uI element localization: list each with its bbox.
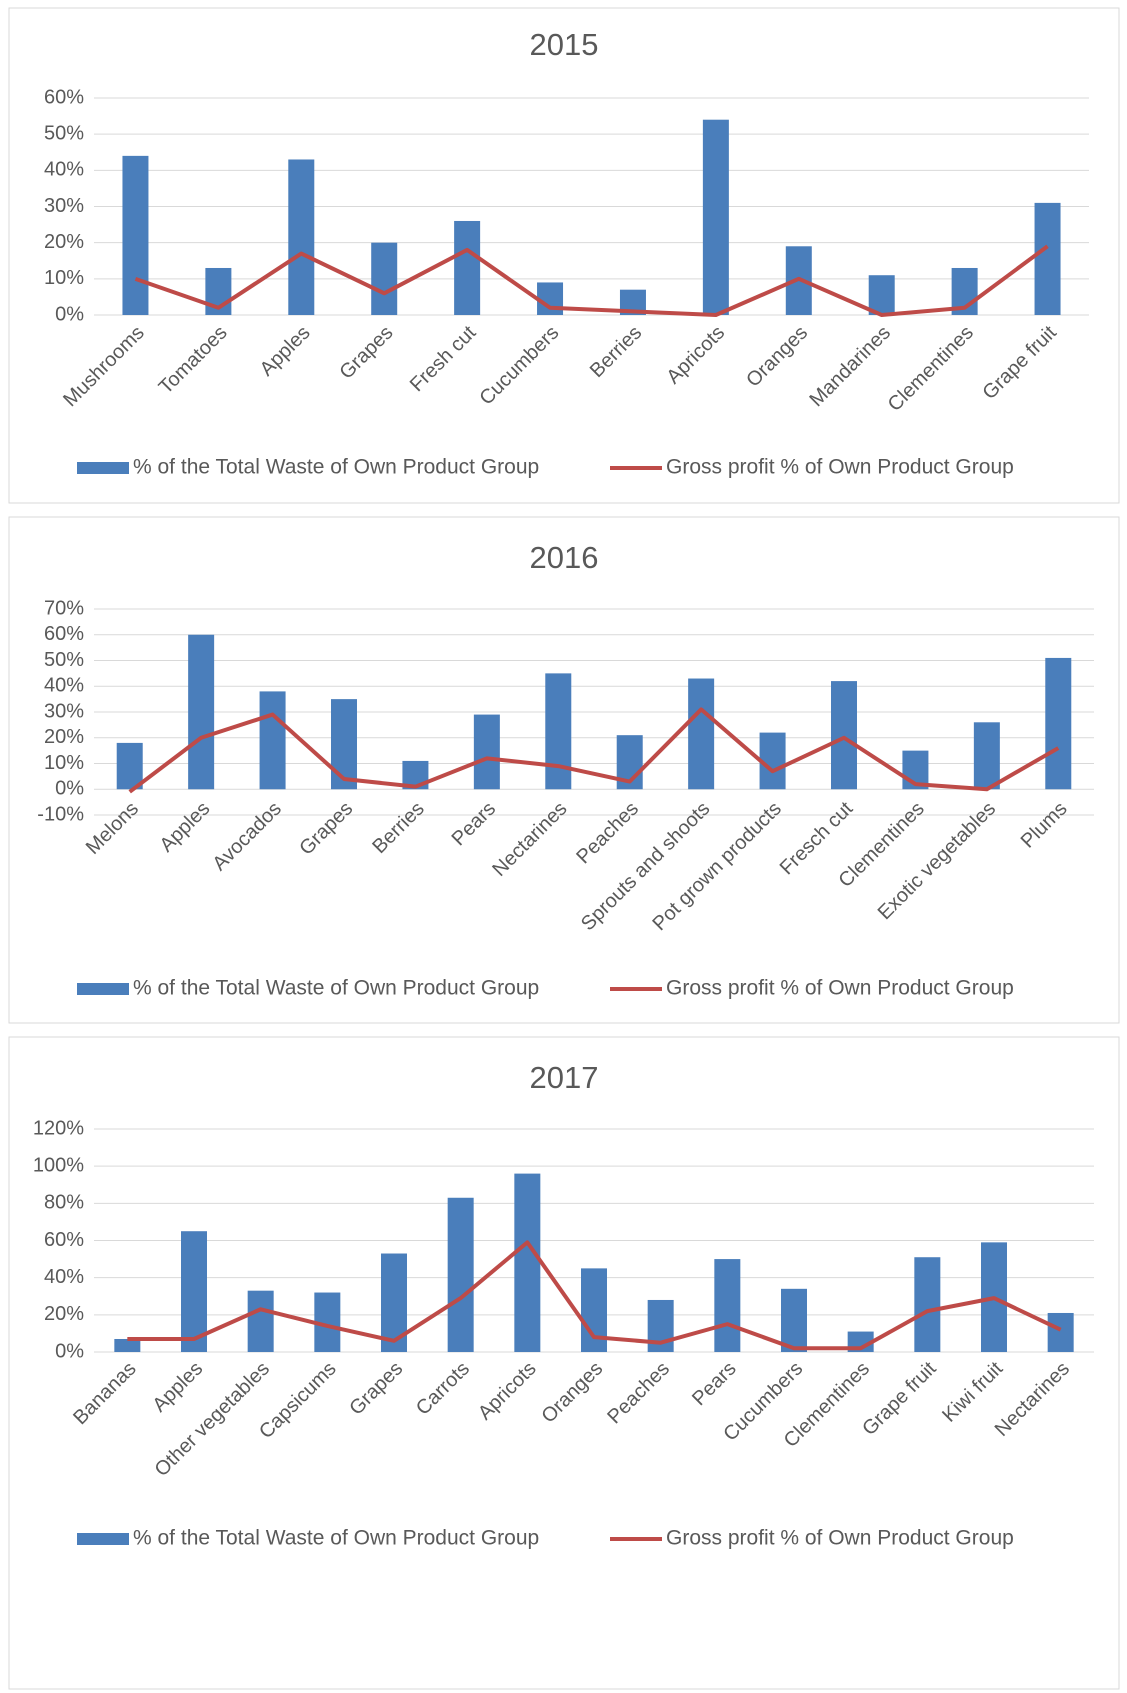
y-tick-label: 100% <box>33 1154 84 1176</box>
bar <box>122 155 149 315</box>
bar <box>181 1231 207 1352</box>
legend-swatch <box>77 1533 129 1545</box>
legend-swatch <box>77 983 129 995</box>
panel <box>8 7 1120 504</box>
y-tick-label: 50% <box>44 649 84 671</box>
y-tick-label: 10% <box>44 267 84 289</box>
bar <box>259 691 286 790</box>
y-tick-label: 40% <box>44 159 84 181</box>
bar <box>371 242 398 315</box>
y-tick-label: 20% <box>44 1303 84 1325</box>
y-tick-label: 50% <box>44 122 84 144</box>
bar <box>914 1257 941 1352</box>
bar <box>688 678 715 790</box>
y-tick-label: 0% <box>55 778 84 800</box>
bar <box>1045 657 1072 790</box>
bar <box>447 1197 474 1352</box>
line <box>127 1240 1062 1351</box>
y-tick-label: 10% <box>44 752 84 774</box>
y-tick-label: 20% <box>44 231 84 253</box>
bar <box>114 1338 141 1352</box>
chart-title: 2016 <box>530 540 599 575</box>
bar <box>188 634 215 790</box>
legend-label: % of the Total Waste of Own Product Grou… <box>133 977 539 1000</box>
y-tick-label: 60% <box>44 623 84 645</box>
chart-title: 2017 <box>530 1060 599 1095</box>
line <box>128 707 1060 794</box>
y-tick-label: 0% <box>55 1340 84 1362</box>
y-tick-label: 80% <box>44 1192 84 1214</box>
legend-label: Gross profit % of Own Product Group <box>666 1527 1014 1550</box>
bar <box>545 673 572 790</box>
bar <box>714 1259 741 1352</box>
bar <box>454 220 481 315</box>
bar <box>288 159 315 315</box>
bar <box>831 681 857 790</box>
y-tick-label: 30% <box>44 195 84 217</box>
y-tick-label: 0% <box>55 303 84 325</box>
bar <box>868 275 895 315</box>
legend-label: % of the Total Waste of Own Product Grou… <box>133 1527 539 1550</box>
chart-title: 2015 <box>530 27 599 62</box>
bar <box>702 119 729 315</box>
y-tick-label: 70% <box>44 597 84 619</box>
bar <box>1034 202 1061 315</box>
legend-label: Gross profit % of Own Product Group <box>666 977 1014 1000</box>
bar <box>514 1173 541 1352</box>
y-tick-label: -10% <box>37 803 84 825</box>
bar <box>473 714 500 790</box>
bar <box>781 1288 807 1352</box>
panel <box>8 1036 1120 1690</box>
legend-label: % of the Total Waste of Own Product Grou… <box>133 456 539 479</box>
y-tick-label: 60% <box>44 86 84 108</box>
bar <box>331 699 357 790</box>
y-tick-label: 120% <box>33 1117 84 1139</box>
bar <box>973 722 1000 790</box>
y-tick-label: 60% <box>44 1229 84 1251</box>
bar <box>759 732 786 790</box>
y-tick-label: 20% <box>44 726 84 748</box>
y-tick-label: 40% <box>44 675 84 697</box>
legend-swatch <box>77 462 129 474</box>
bar <box>1047 1312 1074 1352</box>
bar <box>116 742 143 790</box>
y-tick-label: 30% <box>44 700 84 722</box>
legend-label: Gross profit % of Own Product Group <box>666 456 1014 479</box>
line <box>134 244 1049 317</box>
bar <box>247 1290 274 1352</box>
y-tick-label: 40% <box>44 1266 84 1288</box>
